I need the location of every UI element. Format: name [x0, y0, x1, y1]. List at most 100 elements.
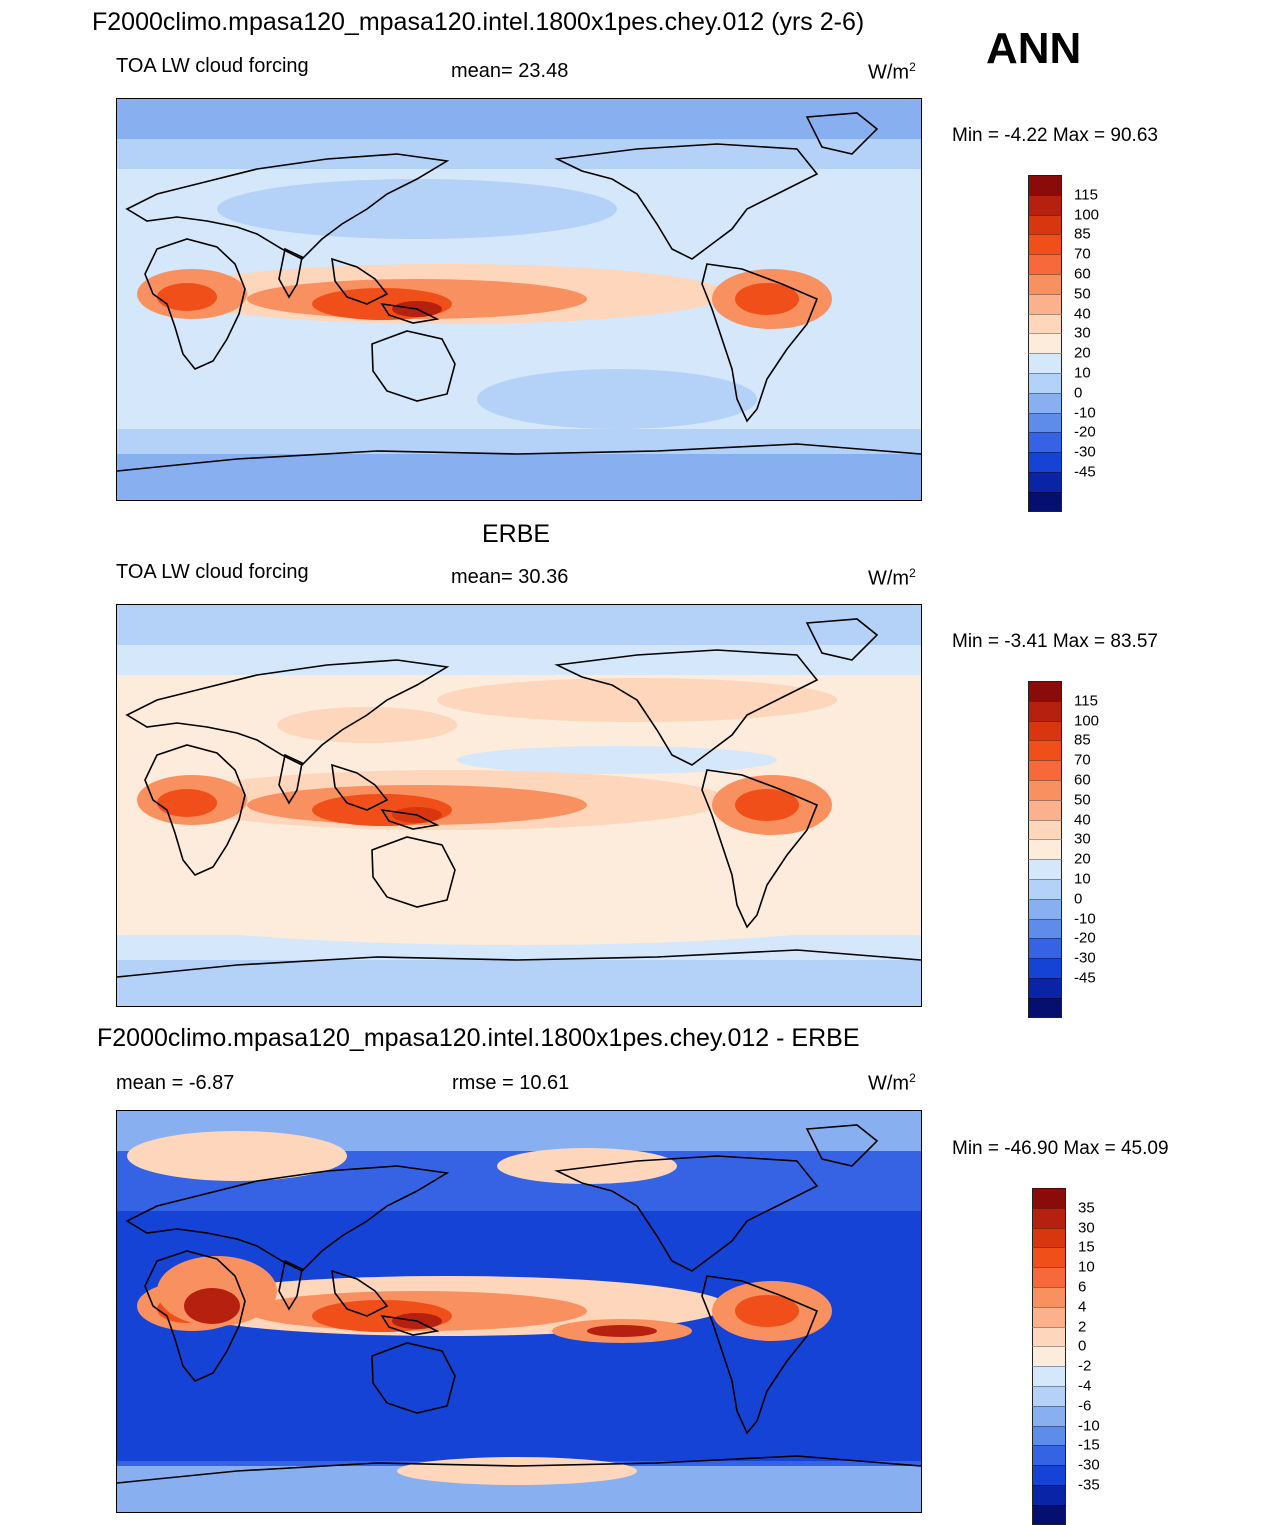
colorbar-swatch	[1028, 918, 1062, 939]
colorbar-tick-label: -15	[1078, 1436, 1100, 1454]
colorbar-swatch	[1028, 700, 1062, 721]
panel1-units: W/m2	[868, 60, 916, 84]
colorbar-swatch	[1032, 1326, 1066, 1347]
colorbar-tick-label: 4	[1078, 1298, 1087, 1316]
colorbar-swatch	[1028, 859, 1062, 879]
panel2-map	[116, 604, 922, 1007]
colorbar-tick-label: 0	[1074, 890, 1083, 908]
panel3-rmse: rmse = 10.61	[452, 1072, 570, 1094]
colorbar-tick-label: 60	[1074, 771, 1091, 789]
colorbar-swatch	[1032, 1267, 1066, 1287]
case-title: F2000climo.mpasa120_mpasa120.intel.1800x…	[92, 8, 865, 36]
colorbar-tick-label: 40	[1074, 305, 1091, 323]
colorbar-swatch	[1032, 1287, 1066, 1307]
colorbar-tick-label: -30	[1074, 949, 1096, 967]
colorbar-swatch	[1032, 1247, 1066, 1268]
colorbar-tick-label: 20	[1074, 850, 1091, 868]
colorbar-tick-label: 2	[1078, 1318, 1087, 1336]
colorbar-swatch	[1028, 274, 1062, 294]
colorbar-swatch	[1028, 491, 1062, 512]
colorbar-swatch	[1032, 1405, 1066, 1426]
colorbar-swatch	[1032, 1425, 1066, 1446]
colorbar-swatch	[1028, 432, 1062, 453]
season-label: ANN	[986, 24, 1082, 73]
colorbar-swatch	[1028, 373, 1062, 393]
colorbar-swatch	[1028, 194, 1062, 215]
colorbar-swatch	[1028, 997, 1062, 1018]
colorbar-swatch	[1028, 353, 1062, 373]
colorbar-swatch	[1028, 879, 1062, 899]
colorbar-swatch	[1028, 392, 1062, 413]
panel1-map	[116, 98, 922, 501]
colorbar-swatch	[1028, 293, 1062, 314]
panel3-units: W/m2	[868, 1071, 916, 1095]
colorbar-tick-label: -30	[1074, 443, 1096, 461]
panel2-minmax: Min = -3.41 Max = 83.57	[952, 631, 1158, 652]
colorbar-swatch	[1028, 681, 1062, 701]
colorbar-tick-label: 0	[1074, 384, 1083, 402]
colorbar-swatch	[1028, 412, 1062, 433]
panel1-variable: TOA LW cloud forcing	[116, 55, 309, 77]
colorbar-tick-label: 100	[1074, 206, 1100, 224]
panel3-mean: mean = -6.87	[116, 1072, 235, 1094]
colorbar-tick-label: 70	[1074, 751, 1091, 769]
colorbar-tick-label: -4	[1078, 1377, 1092, 1395]
colorbar-tick-label: 85	[1074, 731, 1091, 749]
colorbar-tick-label: 10	[1074, 870, 1091, 888]
colorbar-swatch	[1028, 740, 1062, 761]
colorbar-swatch	[1032, 1366, 1066, 1386]
panel2-units: W/m2	[868, 566, 916, 590]
colorbar-tick-label: 10	[1078, 1258, 1095, 1276]
colorbar-tick-label: -10	[1078, 1417, 1100, 1435]
colorbar-tick-label: 30	[1074, 830, 1091, 848]
colorbar-tick-label: -10	[1074, 910, 1096, 928]
colorbar-tick-label: 20	[1074, 344, 1091, 362]
colorbar-tick-label: 115	[1074, 186, 1098, 204]
colorbar-tick-label: 10	[1074, 364, 1091, 382]
colorbar-swatch	[1028, 234, 1062, 255]
colorbar-tick-label: 50	[1074, 791, 1091, 809]
panel2-title: ERBE	[482, 520, 551, 548]
colorbar-tick-label: -45	[1074, 463, 1096, 481]
colorbar-tick-label: -30	[1078, 1456, 1100, 1474]
colorbar-tick-label: -35	[1078, 1476, 1100, 1494]
colorbar-swatch	[1032, 1504, 1066, 1525]
colorbar-swatch	[1028, 898, 1062, 919]
colorbar-swatch	[1028, 938, 1062, 959]
colorbar-tick-label: 100	[1074, 712, 1100, 730]
colorbar-tick-label: 30	[1078, 1219, 1095, 1237]
colorbar-swatch	[1028, 760, 1062, 780]
colorbar-tick-label: 35	[1078, 1199, 1095, 1217]
colorbar-swatch	[1028, 472, 1062, 492]
colorbar-swatch	[1028, 839, 1062, 860]
colorbar-swatch	[1028, 819, 1062, 840]
colorbar-swatch	[1028, 720, 1062, 741]
colorbar-tick-label: 70	[1074, 245, 1091, 263]
colorbar-tick-label: 6	[1078, 1278, 1087, 1296]
colorbar-tick-label: 50	[1074, 285, 1091, 303]
colorbar-swatch	[1032, 1207, 1066, 1228]
colorbar-tick-label: -45	[1074, 969, 1096, 987]
panel3-map	[116, 1110, 922, 1513]
colorbar-swatch	[1032, 1465, 1066, 1485]
colorbar-swatch	[1028, 333, 1062, 354]
colorbar-tick-label: 85	[1074, 225, 1091, 243]
colorbar-tick-label: 30	[1074, 324, 1091, 342]
panel3-minmax: Min = -46.90 Max = 45.09	[952, 1138, 1169, 1159]
colorbar-swatch	[1032, 1485, 1066, 1505]
colorbar-swatch	[1028, 175, 1062, 195]
colorbar-tick-label: -20	[1074, 929, 1096, 947]
colorbar-tick-label: -2	[1078, 1357, 1092, 1375]
colorbar-swatch	[1032, 1227, 1066, 1248]
colorbar-swatch	[1028, 780, 1062, 800]
colorbar-swatch	[1032, 1306, 1066, 1327]
colorbar-swatch	[1028, 958, 1062, 978]
colorbar-swatch	[1032, 1386, 1066, 1406]
panel1-minmax: Min = -4.22 Max = 90.63	[952, 125, 1158, 146]
colorbar-tick-label: 115	[1074, 692, 1098, 710]
colorbar-swatch	[1032, 1445, 1066, 1466]
colorbar-swatch	[1028, 214, 1062, 235]
colorbar-tick-label: -6	[1078, 1397, 1092, 1415]
colorbar-swatch	[1028, 978, 1062, 998]
colorbar-swatch	[1032, 1188, 1066, 1208]
